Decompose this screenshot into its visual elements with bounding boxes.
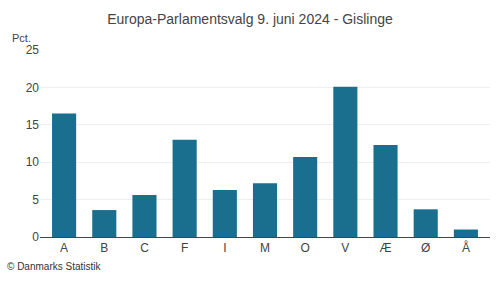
svg-text:5: 5	[32, 193, 39, 207]
svg-text:B: B	[100, 241, 108, 255]
svg-text:© Danmarks Statistik: © Danmarks Statistik	[7, 261, 102, 272]
svg-text:O: O	[301, 241, 310, 255]
svg-text:15: 15	[26, 118, 40, 132]
svg-text:20: 20	[26, 81, 40, 95]
svg-text:Æ: Æ	[380, 241, 392, 255]
svg-text:F: F	[181, 241, 188, 255]
svg-text:0: 0	[32, 230, 39, 244]
svg-text:A: A	[60, 241, 68, 255]
svg-text:Pct.: Pct.	[12, 32, 31, 44]
svg-text:C: C	[140, 241, 149, 255]
svg-text:I: I	[223, 241, 226, 255]
svg-text:25: 25	[26, 43, 40, 57]
svg-text:Europa-Parlamentsvalg 9. juni: Europa-Parlamentsvalg 9. juni 2024 - Gis…	[107, 11, 393, 27]
svg-text:V: V	[341, 241, 349, 255]
svg-text:10: 10	[26, 155, 40, 169]
svg-text:Ø: Ø	[421, 241, 430, 255]
svg-text:Å: Å	[462, 240, 470, 255]
svg-text:M: M	[260, 241, 270, 255]
